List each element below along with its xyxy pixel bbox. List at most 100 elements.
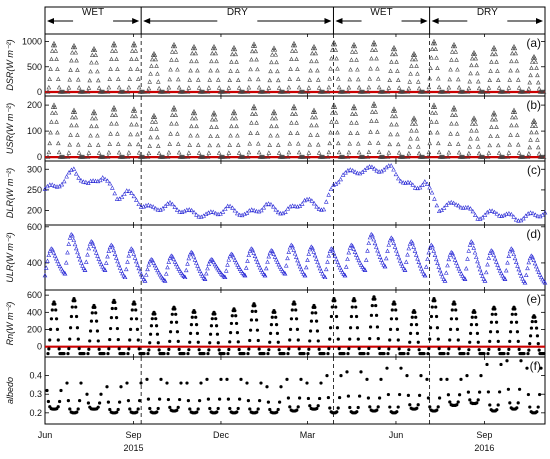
panel-6-point	[528, 405, 532, 409]
panel-2-point	[116, 149, 122, 155]
panel-1-point	[375, 66, 380, 71]
panel-1-point	[76, 85, 82, 90]
panel-1-point	[481, 89, 487, 94]
panel-1-point	[355, 67, 360, 72]
panel-4-point	[445, 262, 450, 268]
panel-1-point	[352, 43, 358, 49]
panel-4-point	[260, 269, 265, 275]
panel-6-point	[439, 377, 443, 381]
panel-5-ytick-label: 200	[27, 325, 42, 335]
panel-5-point	[289, 317, 294, 321]
panel-3-point	[458, 204, 464, 210]
panel-6-point	[46, 399, 51, 404]
panel-2-point	[353, 111, 359, 116]
panel-2-point	[185, 154, 191, 159]
panel-4-point	[530, 254, 535, 259]
panel-5-point	[148, 332, 153, 336]
panel-2-point	[132, 108, 138, 113]
panel-2-point	[266, 150, 272, 155]
panel-1-point	[269, 52, 275, 57]
panel-4-point	[131, 251, 137, 256]
panel-5-ylabel: Rn(W m⁻²)	[5, 302, 15, 346]
panel-1-point	[174, 57, 179, 62]
panel-1-point	[105, 89, 111, 94]
panel-2-point	[75, 142, 81, 147]
panel-4-point	[246, 252, 252, 258]
panel-4-point	[143, 272, 149, 277]
panel-2-point	[229, 123, 234, 129]
panel-1-point	[65, 89, 71, 94]
panel-3-point	[429, 190, 435, 195]
panel-1-point	[445, 89, 451, 94]
panel-4-point	[353, 252, 359, 257]
panel-5-point	[442, 351, 446, 356]
panel-1-point	[168, 67, 173, 72]
panel-5-point	[455, 327, 460, 331]
panel-4-point	[73, 245, 79, 251]
panel-4-point	[200, 273, 205, 278]
panel-1-point	[221, 89, 227, 94]
panel-5-point	[297, 347, 301, 351]
panel-1-point	[127, 76, 133, 81]
panel-2-point	[396, 150, 402, 155]
panel-1-point	[313, 50, 319, 56]
panel-2-point	[289, 111, 295, 116]
panel-2-point	[89, 123, 94, 129]
panel-2-point	[186, 150, 192, 155]
season-arrow-left	[431, 18, 439, 24]
panel-4-point	[325, 259, 330, 264]
panel-6-point	[155, 410, 159, 414]
panel-2-point	[216, 150, 222, 155]
panel-6-point	[435, 408, 439, 412]
panel-5-point	[255, 328, 260, 332]
panel-2-point	[446, 149, 452, 155]
panel-2-point	[506, 150, 512, 155]
panel-5-point	[466, 351, 470, 356]
panel-2-point	[252, 105, 258, 111]
panel-2-point	[368, 129, 373, 134]
panel-2-point	[65, 154, 71, 159]
panel-5-point	[87, 347, 91, 351]
panel-2-point	[427, 140, 433, 146]
panel-6-point	[478, 390, 482, 394]
panel-5-point	[362, 351, 366, 356]
panel-6-point	[268, 407, 272, 412]
panel-2-point	[461, 154, 467, 159]
panel-5-point	[315, 329, 320, 333]
panel-4-point	[320, 271, 325, 276]
panel-4-point	[426, 250, 432, 255]
panel-2-point	[307, 142, 313, 147]
panel-5-point	[334, 314, 339, 319]
panel-5-point	[375, 325, 380, 329]
panel-3-point	[388, 163, 394, 168]
panel-2-point	[374, 118, 379, 123]
panel-3-point	[124, 188, 130, 193]
panel-2-point	[107, 141, 113, 146]
panel-2-point	[312, 109, 318, 114]
panel-3-point	[90, 178, 96, 183]
panel-6-point	[405, 374, 409, 378]
panel-5-point	[97, 347, 101, 351]
panel-5-point	[247, 347, 251, 351]
panel-3-point	[254, 208, 259, 214]
panel-5-point	[88, 329, 93, 333]
panel-5-point	[535, 334, 540, 338]
panel-5-point	[233, 309, 237, 313]
panel-5-point	[89, 319, 94, 323]
panel-3-point	[122, 191, 127, 196]
panel-1-point	[94, 60, 99, 65]
panel-2-point	[316, 150, 322, 155]
panel-5-point	[448, 327, 453, 331]
panel-2-point	[433, 110, 439, 115]
panel-4-point	[486, 255, 492, 260]
panel-6-point	[316, 404, 320, 408]
panel-2-point	[48, 130, 53, 135]
panel-3-point	[222, 206, 228, 211]
panel-3-point	[237, 212, 243, 217]
panel-2-point	[489, 117, 495, 122]
panel-2-ytick-label: 0	[37, 152, 42, 162]
panel-5-point	[287, 347, 291, 351]
panel-2-point	[165, 154, 171, 159]
panel-1-point	[296, 84, 302, 90]
panel-3-point	[259, 207, 264, 213]
